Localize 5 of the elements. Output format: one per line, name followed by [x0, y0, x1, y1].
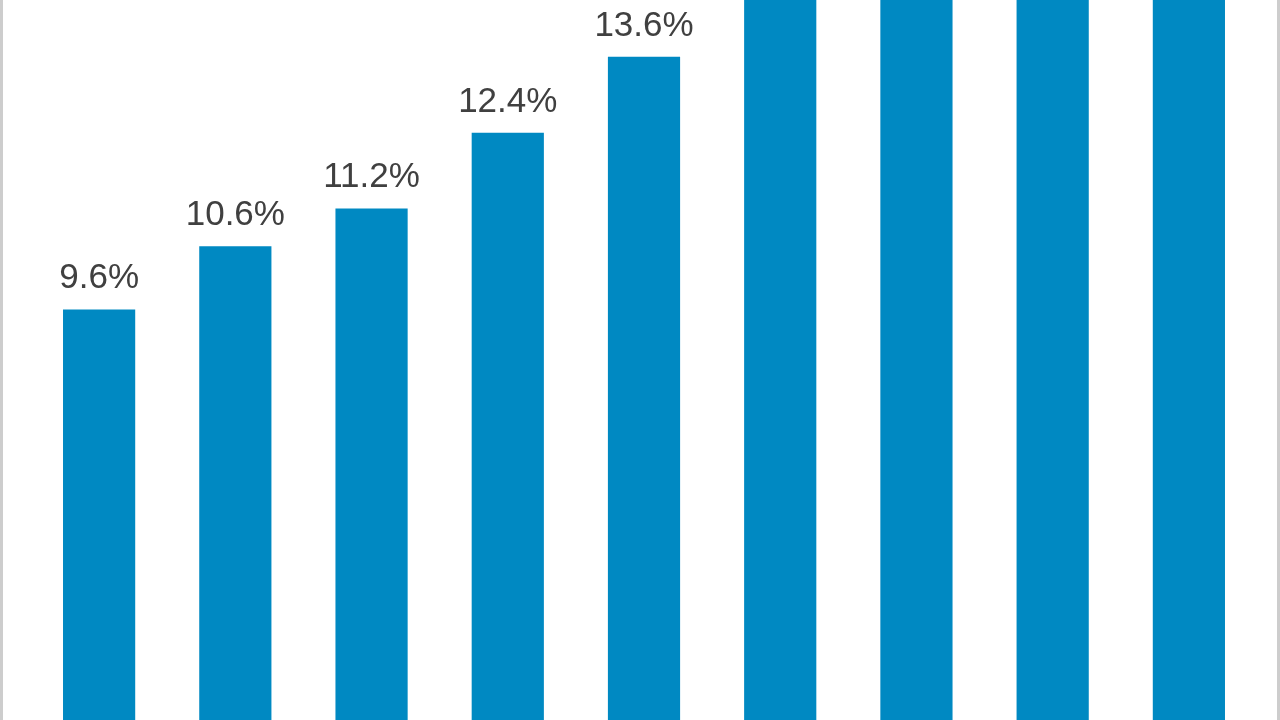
data-label: 9.6% — [59, 256, 139, 296]
data-label: 11.2% — [323, 155, 420, 195]
data-label: 13.6% — [594, 3, 694, 43]
data-label: 12.4% — [458, 79, 558, 119]
data-label: 10.6% — [185, 193, 285, 233]
